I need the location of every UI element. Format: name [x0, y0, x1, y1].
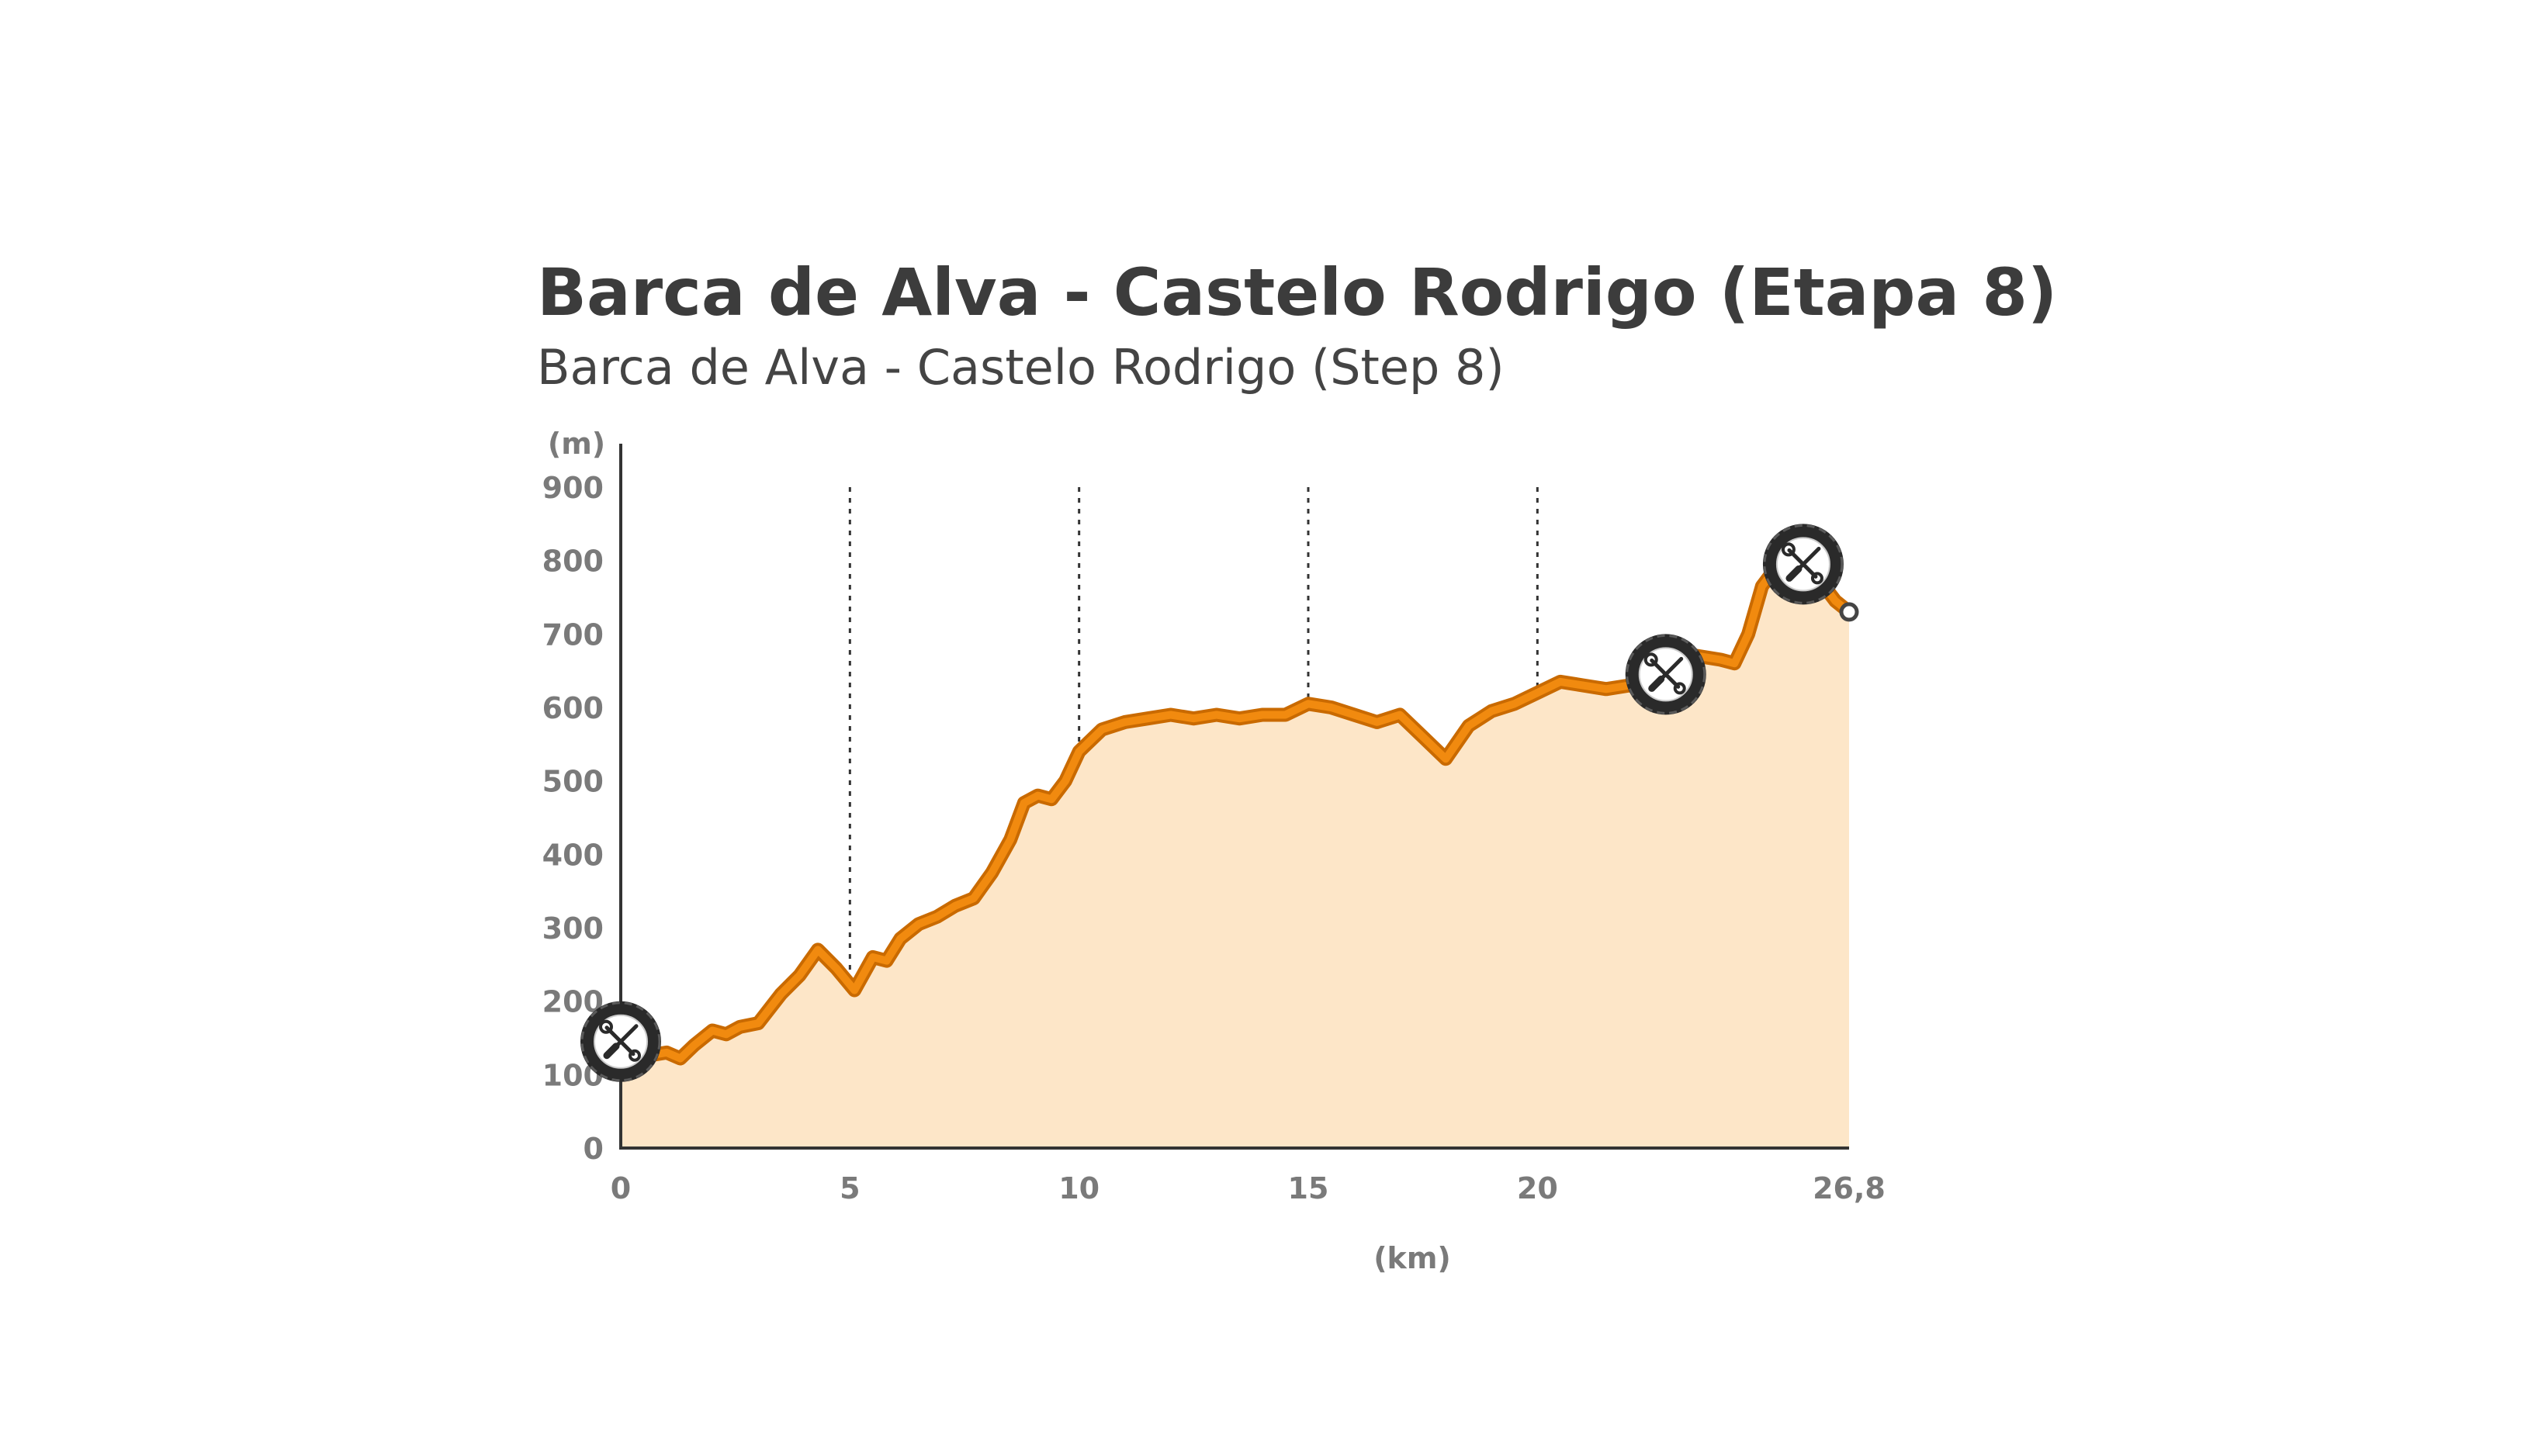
x-tick-label: 15: [1288, 1171, 1329, 1205]
y-tick-label: 800: [542, 545, 604, 579]
y-tick-label: 300: [542, 911, 604, 946]
route-end-point: [1839, 602, 1859, 622]
y-tick-label: 400: [542, 838, 604, 872]
y-tick-label: 500: [542, 765, 604, 799]
chart-subtitle: Barca de Alva - Castelo Rodrigo (Step 8): [537, 339, 1505, 396]
tools-icon: [1762, 524, 1844, 605]
x-tick-label: 20: [1517, 1171, 1558, 1205]
x-tick-label: 5: [840, 1171, 860, 1205]
tools-icon: [580, 1001, 661, 1082]
y-tick-label: 0: [584, 1132, 604, 1166]
x-tick-label: 0: [611, 1171, 631, 1205]
y-tick-label: 600: [542, 691, 604, 725]
tools-icon: [1625, 634, 1706, 715]
x-tick-label: 26,8: [1813, 1171, 1886, 1205]
x-tick-label: 10: [1058, 1171, 1100, 1205]
chart-title: Barca de Alva - Castelo Rodrigo (Etapa 8…: [537, 254, 2057, 330]
elevation-area-fill: [621, 568, 1849, 1148]
x-axis-ticks: 0 5 10 15 20 26,8: [611, 1171, 1886, 1205]
service-markers: [580, 524, 1844, 1082]
y-tick-label: 700: [542, 617, 604, 652]
x-axis-unit-label: (km): [1373, 1241, 1451, 1275]
y-tick-label: 900: [542, 471, 604, 505]
y-axis-unit-label: (m): [548, 427, 605, 461]
